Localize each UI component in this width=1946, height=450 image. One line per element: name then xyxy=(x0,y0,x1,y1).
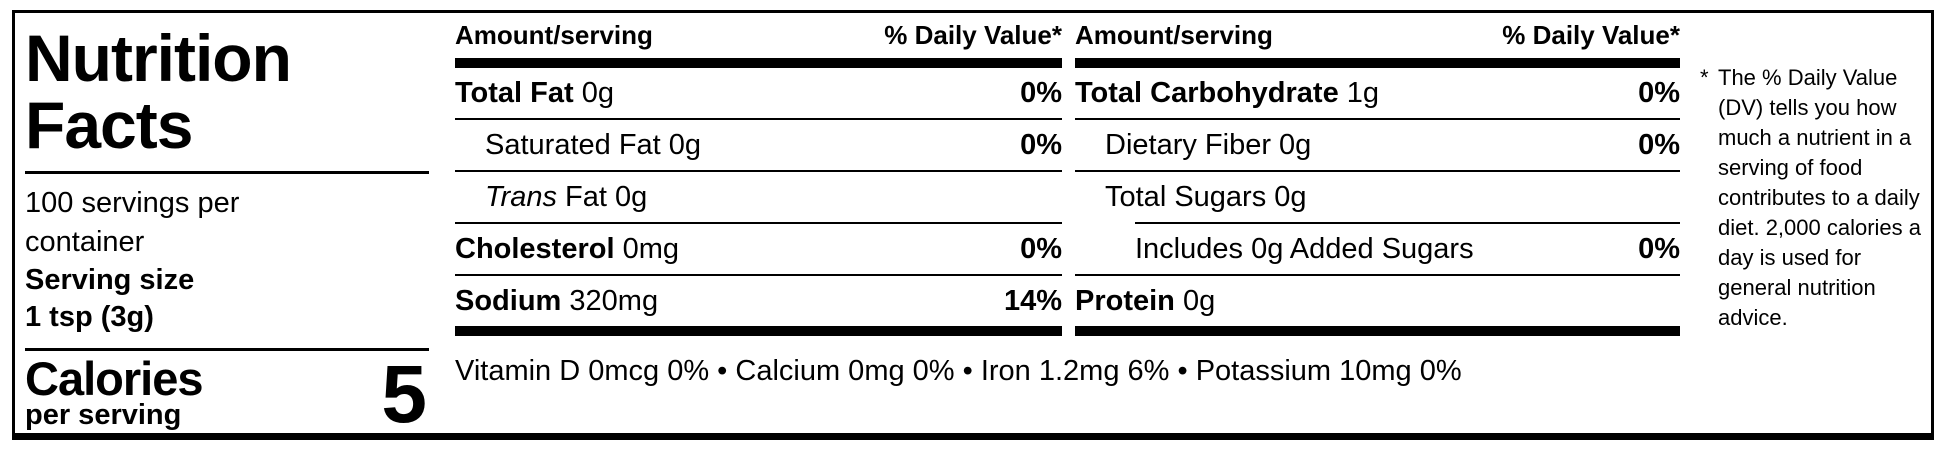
daily-value: 14% xyxy=(1003,284,1062,317)
nutrient-column-2: Amount/serving % Daily Value* Total Carb… xyxy=(1075,13,1680,336)
calories-label: Calories xyxy=(25,352,203,405)
amount-per-serving-header: Amount/serving xyxy=(455,20,653,50)
daily-value: 0% xyxy=(1020,76,1062,109)
nutrient-row-trans-fat: Trans Fat 0g xyxy=(485,180,648,213)
nutrient-row-protein: Protein 0g xyxy=(1075,284,1216,317)
micronutrients-line: Vitamin D 0mcg 0% • Calcium 0mg 0% • Iro… xyxy=(455,355,1462,387)
nutrient-row-saturated-fat: Saturated Fat 0g 0% xyxy=(485,128,1062,161)
calories-value: 5 xyxy=(381,349,427,440)
daily-value: 0% xyxy=(1638,128,1680,161)
divider xyxy=(455,274,1062,276)
nutrient-row-sodium: Sodium 320mg 14% xyxy=(455,284,1062,317)
footnote-text: The % Daily Value (DV) tells you how muc… xyxy=(1718,65,1922,330)
nutrient-column-1: Amount/serving % Daily Value* Total Fat … xyxy=(455,13,1062,336)
divider xyxy=(25,171,429,174)
daily-value-header: % Daily Value* xyxy=(1502,20,1680,50)
daily-value: 0% xyxy=(1638,232,1680,265)
daily-value: 0% xyxy=(1638,76,1680,109)
calories-sublabel: per serving xyxy=(25,399,182,431)
divider xyxy=(455,118,1062,120)
nutrient-row-dietary-fiber: Dietary Fiber 0g 0% xyxy=(1105,128,1680,161)
column-header: Amount/serving % Daily Value* xyxy=(1075,13,1680,58)
thick-bar xyxy=(1075,58,1680,68)
divider xyxy=(455,170,1062,172)
divider xyxy=(1075,118,1680,120)
label-title: Nutrition Facts xyxy=(25,21,292,162)
daily-value-footnote: * The % Daily Value (DV) tells you how m… xyxy=(1700,63,1938,333)
amount-per-serving-header: Amount/serving xyxy=(1075,20,1273,50)
column-header: Amount/serving % Daily Value* xyxy=(455,13,1062,58)
divider xyxy=(25,348,429,351)
daily-value: 0% xyxy=(1020,232,1062,265)
servings-per-container: 100 servings per container xyxy=(25,187,240,258)
thick-bar xyxy=(455,326,1062,336)
serving-size-label: Serving size xyxy=(25,264,195,296)
summary-panel: Nutrition Facts 100 servings per contain… xyxy=(25,17,429,440)
nutrient-row-total-fat: Total Fat 0g 0% xyxy=(455,76,1062,109)
calories-row: Calories per serving 5 xyxy=(25,349,429,440)
nutrient-row-added-sugars: Includes 0g Added Sugars 0% xyxy=(1135,232,1680,265)
divider-indented xyxy=(1135,222,1680,224)
nutrient-row-cholesterol: Cholesterol 0mg 0% xyxy=(455,232,1062,265)
divider xyxy=(1075,170,1680,172)
nutrient-row-total-carbohydrate: Total Carbohydrate 1g 0% xyxy=(1075,76,1680,109)
divider xyxy=(455,222,1062,224)
daily-value: 0% xyxy=(1020,128,1062,161)
divider xyxy=(1075,274,1680,276)
daily-value-header: % Daily Value* xyxy=(884,20,1062,50)
serving-size-value: 1 tsp (3g) xyxy=(25,301,154,333)
thick-bar xyxy=(1075,326,1680,336)
thick-bar xyxy=(455,58,1062,68)
nutrition-facts-label: Nutrition Facts 100 servings per contain… xyxy=(12,10,1934,440)
nutrient-row-total-sugars: Total Sugars 0g xyxy=(1105,180,1307,213)
footnote-asterisk: * xyxy=(1700,65,1709,90)
